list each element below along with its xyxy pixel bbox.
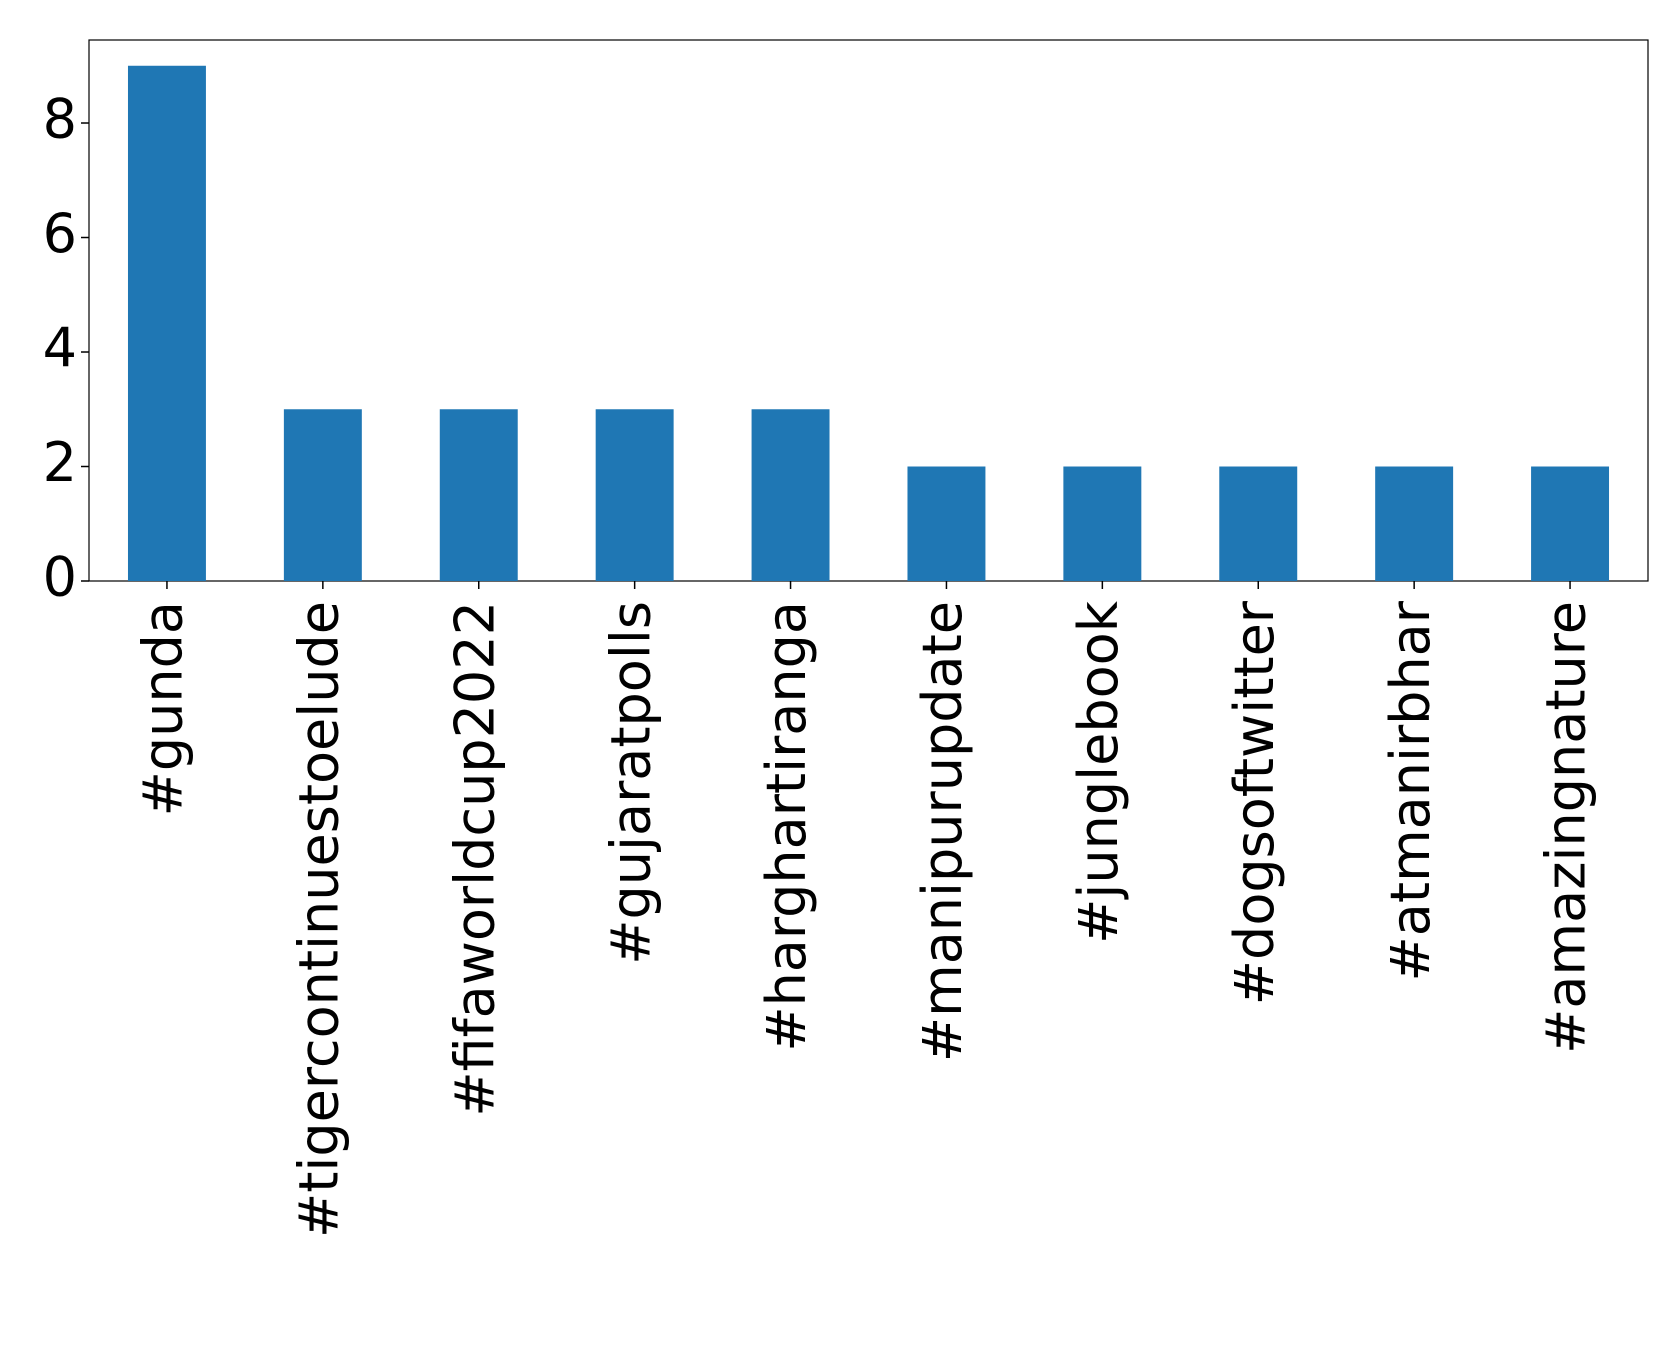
x-tick-label: #gunda <box>132 601 195 816</box>
bar <box>1375 466 1454 581</box>
x-tick-label: #amazingnature <box>1535 601 1598 1054</box>
bar <box>127 65 206 581</box>
bar <box>1219 466 1298 581</box>
bar <box>283 409 362 581</box>
bar <box>1063 466 1142 581</box>
bar <box>1531 466 1610 581</box>
bar <box>439 409 518 581</box>
x-tick-label: #tigercontinuestoelude <box>287 601 350 1238</box>
y-tick-label: 8 <box>43 88 77 151</box>
bar <box>907 466 986 581</box>
x-tick-label: #gujaratpolls <box>599 601 662 965</box>
x-tick-label: #fifaworldcup2022 <box>443 601 506 1117</box>
x-tick-label: #manipurupdate <box>911 601 974 1062</box>
y-tick-label: 6 <box>43 202 77 265</box>
bar <box>751 409 830 581</box>
x-tick-label: #junglebook <box>1067 600 1130 944</box>
axes-frame <box>88 39 1649 582</box>
y-tick-label: 2 <box>43 431 77 494</box>
x-tick-label: #dogsoftwitter <box>1223 600 1286 1005</box>
bar <box>595 409 674 581</box>
y-tick-label: 4 <box>43 317 77 380</box>
y-tick-label: 0 <box>43 546 77 609</box>
x-tick-label: #atmanirbhar <box>1379 600 1442 981</box>
x-tick-label: #harghartiranga <box>755 601 818 1052</box>
